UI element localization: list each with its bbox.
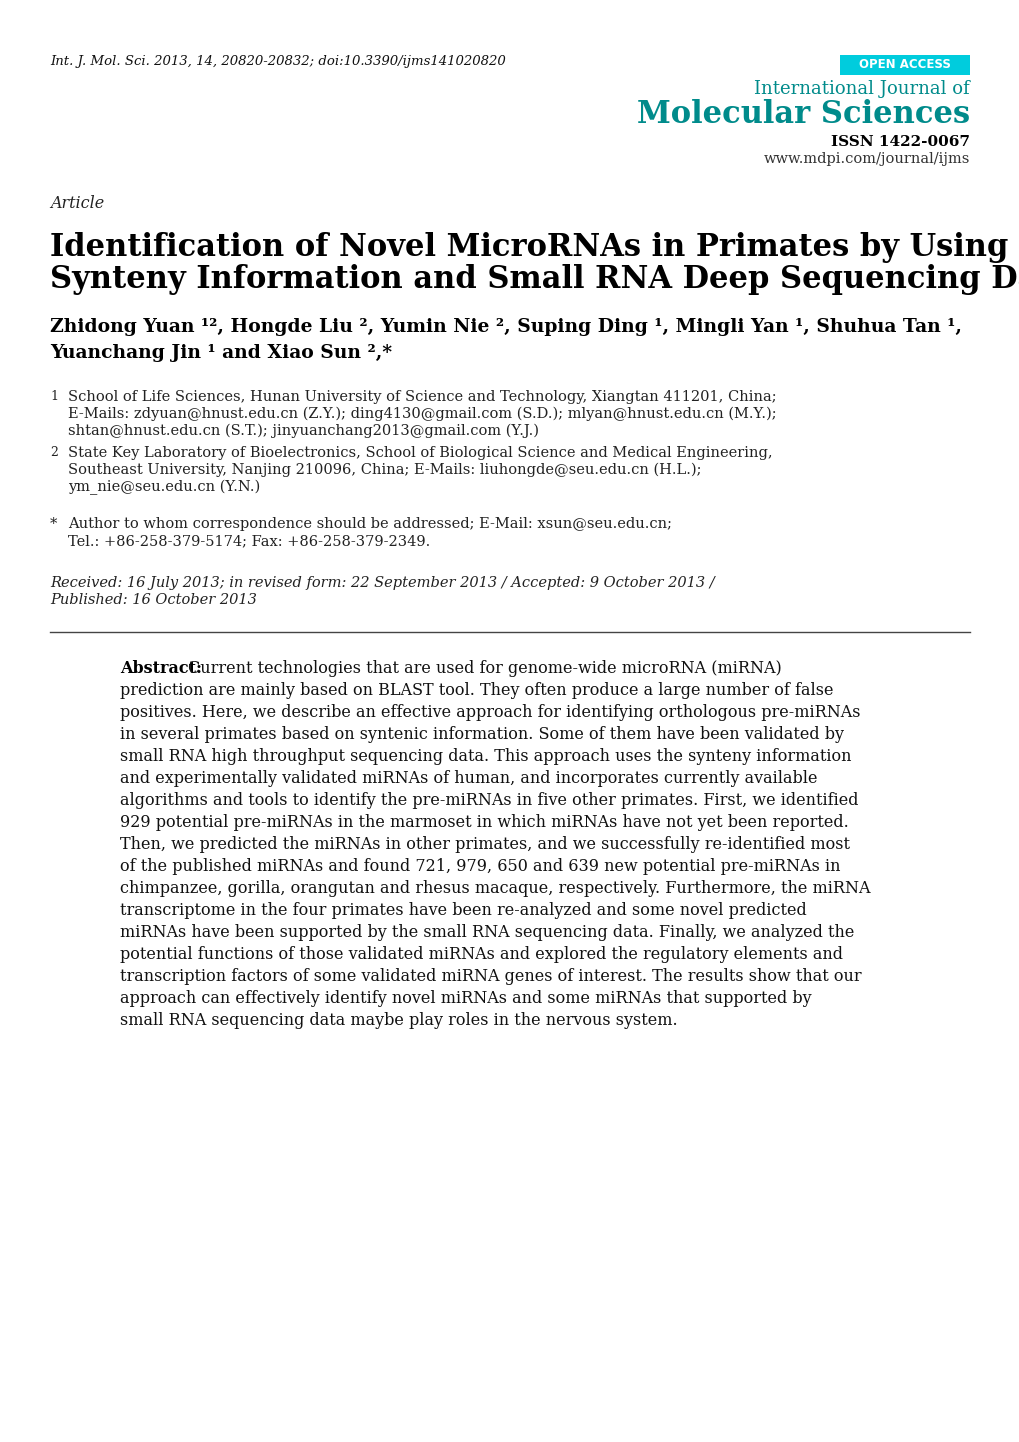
- Text: chimpanzee, gorilla, orangutan and rhesus macaque, respectively. Furthermore, th: chimpanzee, gorilla, orangutan and rhesu…: [120, 880, 869, 897]
- Text: ISSN 1422-0067: ISSN 1422-0067: [830, 136, 969, 149]
- Text: transcription factors of some validated miRNA genes of interest. The results sho: transcription factors of some validated …: [120, 968, 861, 985]
- Text: Current technologies that are used for genome-wide microRNA (miRNA): Current technologies that are used for g…: [187, 660, 781, 676]
- Text: OPEN ACCESS: OPEN ACCESS: [858, 59, 950, 72]
- Text: Molecular Sciences: Molecular Sciences: [636, 99, 969, 130]
- Text: *: *: [50, 518, 57, 531]
- Text: Author to whom correspondence should be addressed; E-Mail: xsun@seu.edu.cn;: Author to whom correspondence should be …: [68, 518, 672, 531]
- Text: in several primates based on syntenic information. Some of them have been valida: in several primates based on syntenic in…: [120, 725, 843, 743]
- Text: miRNAs have been supported by the small RNA sequencing data. Finally, we analyze: miRNAs have been supported by the small …: [120, 924, 854, 942]
- Text: shtan@hnust.edu.cn (S.T.); jinyuanchang2013@gmail.com (Y.J.): shtan@hnust.edu.cn (S.T.); jinyuanchang2…: [68, 424, 538, 438]
- Text: Zhidong Yuan ¹², Hongde Liu ², Yumin Nie ², Suping Ding ¹, Mingli Yan ¹, Shuhua : Zhidong Yuan ¹², Hongde Liu ², Yumin Nie…: [50, 319, 961, 336]
- Text: International Journal of: International Journal of: [754, 79, 969, 98]
- Text: State Key Laboratory of Bioelectronics, School of Biological Science and Medical: State Key Laboratory of Bioelectronics, …: [68, 446, 771, 460]
- Text: Published: 16 October 2013: Published: 16 October 2013: [50, 593, 257, 607]
- Text: approach can effectively identify novel miRNAs and some miRNAs that supported by: approach can effectively identify novel …: [120, 991, 811, 1007]
- Text: small RNA high throughput sequencing data. This approach uses the synteny inform: small RNA high throughput sequencing dat…: [120, 748, 851, 766]
- Text: Int. J. Mol. Sci. 2013, 14, 20820-20832; doi:10.3390/ijms141020820: Int. J. Mol. Sci. 2013, 14, 20820-20832;…: [50, 55, 505, 68]
- Text: 929 potential pre-miRNAs in the marmoset in which miRNAs have not yet been repor: 929 potential pre-miRNAs in the marmoset…: [120, 813, 848, 831]
- Text: Abstract:: Abstract:: [120, 660, 202, 676]
- Text: School of Life Sciences, Hunan University of Science and Technology, Xiangtan 41: School of Life Sciences, Hunan Universit…: [68, 389, 775, 404]
- FancyBboxPatch shape: [840, 55, 969, 75]
- Text: transcriptome in the four primates have been re-analyzed and some novel predicte: transcriptome in the four primates have …: [120, 903, 806, 919]
- Text: Identification of Novel MicroRNAs in Primates by Using the: Identification of Novel MicroRNAs in Pri…: [50, 232, 1019, 262]
- Text: algorithms and tools to identify the pre-miRNAs in five other primates. First, w: algorithms and tools to identify the pre…: [120, 792, 858, 809]
- Text: of the published miRNAs and found 721, 979, 650 and 639 new potential pre-miRNAs: of the published miRNAs and found 721, 9…: [120, 858, 840, 875]
- Text: Tel.: +86-258-379-5174; Fax: +86-258-379-2349.: Tel.: +86-258-379-5174; Fax: +86-258-379…: [68, 534, 430, 548]
- Text: ym_nie@seu.edu.cn (Y.N.): ym_nie@seu.edu.cn (Y.N.): [68, 480, 260, 495]
- Text: 2: 2: [50, 446, 58, 459]
- Text: www.mdpi.com/journal/ijms: www.mdpi.com/journal/ijms: [763, 151, 969, 166]
- Text: small RNA sequencing data maybe play roles in the nervous system.: small RNA sequencing data maybe play rol…: [120, 1012, 677, 1030]
- Text: positives. Here, we describe an effective approach for identifying orthologous p: positives. Here, we describe an effectiv…: [120, 704, 860, 721]
- Text: and experimentally validated miRNAs of human, and incorporates currently availab: and experimentally validated miRNAs of h…: [120, 770, 816, 787]
- Text: 1: 1: [50, 389, 58, 402]
- Text: Southeast University, Nanjing 210096, China; E-Mails: liuhongde@seu.edu.cn (H.L.: Southeast University, Nanjing 210096, Ch…: [68, 463, 701, 477]
- Text: E-Mails: zdyuan@hnust.edu.cn (Z.Y.); ding4130@gmail.com (S.D.); mlyan@hnust.edu.: E-Mails: zdyuan@hnust.edu.cn (Z.Y.); din…: [68, 407, 775, 421]
- Text: Synteny Information and Small RNA Deep Sequencing Data: Synteny Information and Small RNA Deep S…: [50, 264, 1019, 296]
- Text: Received: 16 July 2013; in revised form: 22 September 2013 / Accepted: 9 October: Received: 16 July 2013; in revised form:…: [50, 575, 714, 590]
- Text: potential functions of those validated miRNAs and explored the regulatory elemen: potential functions of those validated m…: [120, 946, 842, 963]
- Text: prediction are mainly based on BLAST tool. They often produce a large number of : prediction are mainly based on BLAST too…: [120, 682, 833, 699]
- Text: Yuanchang Jin ¹ and Xiao Sun ²,*: Yuanchang Jin ¹ and Xiao Sun ²,*: [50, 345, 391, 362]
- Text: Article: Article: [50, 195, 104, 212]
- Text: Then, we predicted the miRNAs in other primates, and we successfully re-identifi: Then, we predicted the miRNAs in other p…: [120, 836, 849, 854]
